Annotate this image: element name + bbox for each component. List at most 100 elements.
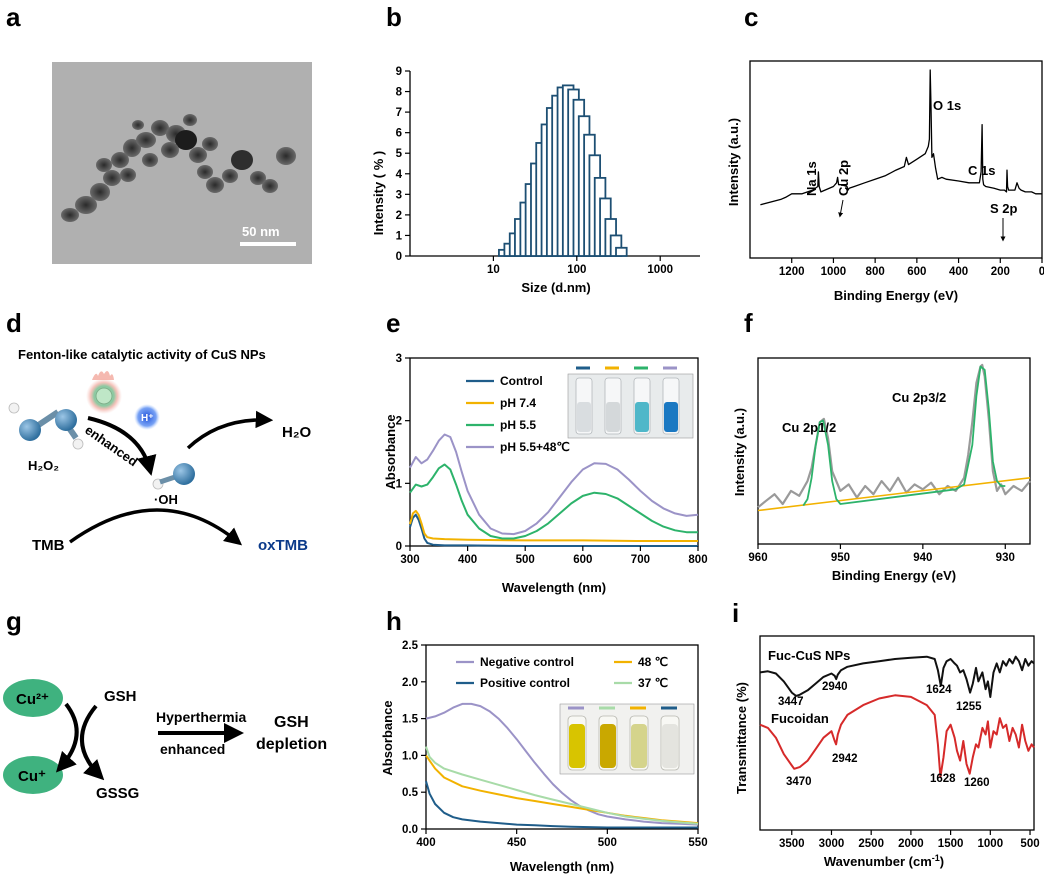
- h-legend-label: Negative control: [480, 655, 574, 669]
- ftir-plot: 3500 3000 2500 2000 1500 1000 500 Transmittanc…: [734, 635, 1040, 869]
- f-xtick-label: 950: [831, 552, 850, 564]
- e-ylabel: Absorbance: [383, 414, 398, 489]
- ftir-peak-1624: 1624: [926, 684, 952, 696]
- oxtmb-label: oxTMB: [258, 537, 308, 554]
- ftir-peak-1628: 1628: [930, 773, 956, 785]
- cu2p-xps-plot: 960 950 940 930 Intensity (a.u.) Binding En…: [732, 357, 1031, 583]
- e-vial-liquid: [577, 402, 591, 432]
- to-water-arrow: [186, 410, 274, 450]
- ftir-peak-2940: 2940: [822, 681, 848, 693]
- i-xlabel: Wavenumber (cm-1): [824, 853, 944, 869]
- hyperthermia-label: Hyperthermia: [156, 709, 246, 725]
- i-xtick-label: 2000: [898, 838, 924, 850]
- e-xtick-label: 800: [688, 554, 707, 566]
- ftir-peak-1260: 1260: [964, 777, 990, 789]
- b-ylabel: Intensity ( % ): [371, 151, 386, 236]
- tem-image: 50 nm: [52, 62, 312, 264]
- panel-letter-d: d: [6, 308, 22, 338]
- h-ylabel: Absorbance: [380, 700, 395, 775]
- gsh-label: GSH: [104, 688, 137, 705]
- b-ytick-label: 5: [396, 148, 403, 160]
- b-ytick-label: 4: [396, 169, 403, 181]
- b-xtick-label: 1000: [647, 264, 673, 276]
- h-vial-photo: [559, 703, 695, 775]
- h2o-label: H₂O: [282, 424, 311, 441]
- peak-label-s2p: S 2p: [990, 201, 1018, 216]
- h-series-line: [425, 780, 698, 829]
- e-legend-label: Control: [500, 374, 543, 388]
- f-xtick-label: 960: [748, 552, 767, 564]
- e-legend-label: pH 5.5+48℃: [500, 440, 570, 454]
- h-xtick-label: 500: [598, 837, 617, 849]
- cu-reduction-arrow: [55, 702, 79, 773]
- xps-survey-line: [760, 69, 1042, 206]
- h2o2-molecule-icon: [8, 402, 84, 450]
- c-xtick-label: 600: [907, 266, 926, 278]
- gsh-depletion-label-1: GSH: [274, 714, 309, 731]
- enhanced-label-g: enhanced: [160, 741, 225, 757]
- i-xlabel-main: Wavenumber (cm: [824, 854, 932, 869]
- e-series-line: [409, 433, 699, 536]
- e-legend: Control pH 7.4 pH 5.5 pH 5.5+48℃: [466, 374, 570, 454]
- dls-histogram: 10 100 1000 0 1 2 3 4 5 6 7 8 9 Intensity ( % ) Size…: [371, 66, 700, 295]
- h-vial-liquid: [662, 724, 678, 768]
- gsh-depletion-schematic: Cu²⁺ Cu⁺ GSH GSSG Hyperthermia enhanced …: [3, 679, 327, 802]
- e-series-line: [409, 463, 698, 540]
- f-xtick-label: 930: [996, 552, 1015, 564]
- panel-letter-g: g: [6, 606, 22, 636]
- uvvis-tmb-plot: 300 400 500 600 700 800 0 1 2 3 Absorbance Wavele…: [383, 353, 708, 595]
- e-ytick-label: 3: [396, 353, 402, 365]
- dls-bar: [615, 246, 628, 257]
- proton-icon: [134, 404, 160, 430]
- e-vial-liquid: [635, 402, 649, 432]
- h-vial-liquid: [631, 724, 647, 768]
- h-series-line: [425, 746, 699, 825]
- peak-label-cu2p12: Cu 2p1/2: [782, 420, 836, 435]
- fenton-schematic: Fenton-like catalytic activity of CuS NP…: [8, 347, 311, 554]
- panel-letter-f: f: [744, 308, 753, 338]
- panel-letter-i: i: [732, 598, 739, 628]
- b-xtick-label: 10: [487, 264, 500, 276]
- ftir-peak-3470: 3470: [786, 776, 812, 788]
- e-vial-liquid: [606, 402, 620, 432]
- h-ytick-label: 2.0: [402, 677, 418, 689]
- d-title: Fenton-like catalytic activity of CuS NP…: [18, 347, 266, 362]
- b-ytick-label: 1: [396, 230, 403, 242]
- c-xlabel: Binding Energy (eV): [834, 288, 958, 303]
- f-xlabel: Binding Energy (eV): [832, 568, 956, 583]
- gsh-depletion-label-2: depletion: [256, 736, 327, 753]
- scale-bar-label: 50 nm: [242, 224, 280, 239]
- peak-label-o1s: O 1s: [933, 98, 961, 113]
- panel-letter-b: b: [386, 2, 402, 32]
- b-ytick-label: 7: [396, 107, 402, 119]
- xps-survey-plot: 1200 1000 800 600 400 200 0 Intensity (a.u.) B…: [726, 60, 1044, 303]
- e-xtick-label: 600: [573, 554, 592, 566]
- b-xtick-label: 100: [567, 264, 586, 276]
- h-legend: Negative control Positive control 48 ℃ 37 ℃: [456, 655, 668, 690]
- f-xtick-label: 940: [913, 552, 932, 564]
- h-ytick-label: 2.5: [402, 640, 419, 652]
- peak-label-cu2p: Cu 2p: [836, 160, 851, 196]
- h-vial-liquid: [569, 724, 585, 768]
- h-legend-label: 37 ℃: [638, 676, 668, 690]
- c-xtick-label: 400: [949, 266, 968, 278]
- i-ylabel: Transmittance (%): [734, 682, 749, 794]
- tmb-label: TMB: [32, 537, 65, 554]
- ftir-name-bottom: Fucoidan: [771, 711, 829, 726]
- e-legend-label: pH 5.5: [500, 418, 536, 432]
- i-xtick-label: 2500: [858, 838, 884, 850]
- ftir-fucoidan-line: [759, 694, 1035, 778]
- i-xlabel-sup: -1: [932, 853, 940, 863]
- h-xtick-label: 400: [416, 837, 435, 849]
- h-xtick-label: 550: [688, 837, 707, 849]
- cu1-label: Cu⁺: [18, 768, 46, 785]
- b-ytick-label: 8: [396, 87, 403, 99]
- ftir-name-top: Fuc-CuS NPs: [768, 648, 850, 663]
- h-legend-label: Positive control: [480, 676, 570, 690]
- tmb-oxidation-arrow: [68, 508, 243, 546]
- b-ytick-label: 3: [396, 189, 402, 201]
- c-xtick-label: 1000: [821, 266, 847, 278]
- e-series-line: [409, 513, 698, 547]
- f-fit-line: [802, 365, 1006, 507]
- e-xtick-label: 400: [458, 554, 477, 566]
